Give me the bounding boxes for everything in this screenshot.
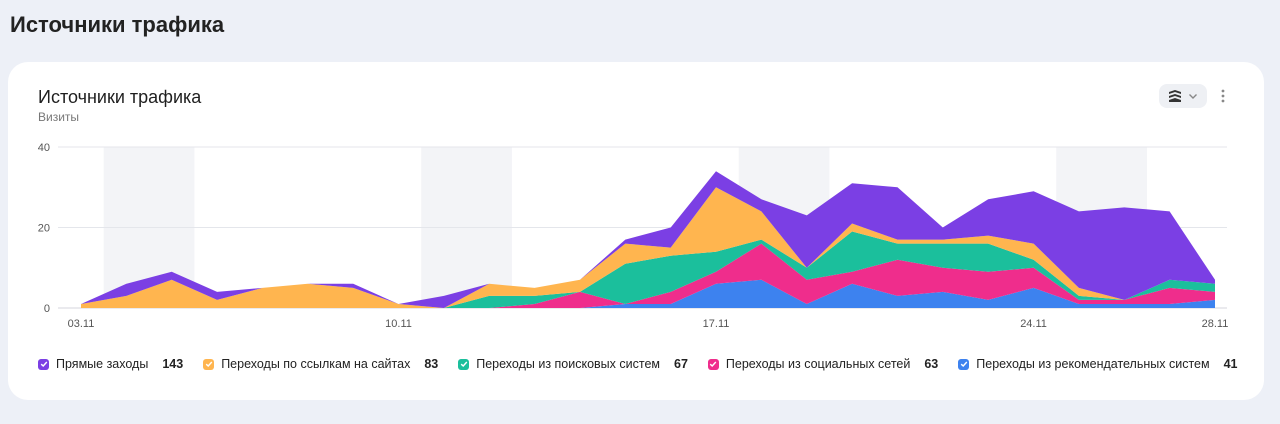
legend-label: Прямые заходы	[56, 357, 149, 371]
x-tick-label: 24.11	[1020, 318, 1047, 330]
traffic-sources-widget: Источники трафика Визиты 0 20 40 03.11 10.11…	[8, 62, 1264, 400]
x-tick-label: 17.11	[703, 318, 730, 330]
chart-type-dropdown[interactable]	[1159, 84, 1207, 108]
legend-item[interactable]: Переходы по ссылкам на сайтах 83	[203, 357, 438, 371]
legend-label: Переходы из поисковых систем	[476, 357, 660, 371]
legend-total: 63	[924, 357, 939, 371]
widget-subtitle: Визиты	[38, 110, 80, 124]
stacked-area-chart: 0 20 40 03.11 10.11 17.11 24.11 28.11	[38, 142, 1229, 330]
legend-checkbox[interactable]	[707, 358, 719, 370]
chart-legend: Прямые заходы 143 Переходы по ссылкам на с…	[38, 354, 1258, 374]
page-title: Источники трафика	[10, 12, 225, 37]
legend-label: Переходы из рекомендательных систем	[976, 357, 1210, 371]
more-options-button[interactable]	[1214, 84, 1232, 108]
series-area	[81, 279, 1215, 308]
y-tick-label: 20	[38, 223, 50, 235]
legend-checkbox[interactable]	[38, 358, 49, 370]
legend-checkbox[interactable]	[458, 358, 470, 370]
legend-checkbox[interactable]	[958, 358, 970, 370]
check-icon	[40, 361, 47, 367]
widget-title: Источники трафика	[38, 87, 202, 107]
legend-item[interactable]: Переходы из поисковых систем 67	[458, 357, 688, 371]
check-icon	[460, 361, 468, 367]
legend-checkbox[interactable]	[203, 358, 215, 370]
y-tick-label: 40	[38, 142, 50, 154]
check-icon	[205, 361, 213, 367]
series-area	[81, 171, 1215, 308]
legend-total: 143	[162, 357, 184, 371]
legend-label: Переходы из социальных сетей	[725, 357, 911, 371]
legend-total: 41	[1223, 357, 1238, 371]
stacked-area-icon	[1169, 90, 1181, 102]
chevron-down-icon	[1189, 94, 1197, 99]
legend-item[interactable]: Переходы из рекомендательных систем 41	[958, 357, 1238, 371]
y-tick-label: 0	[44, 303, 50, 315]
x-tick-label: 28.11	[1202, 318, 1229, 330]
legend-total: 67	[674, 357, 688, 371]
series-area	[81, 243, 1215, 308]
more-vertical-icon	[1221, 89, 1225, 103]
x-tick-label: 03.11	[68, 318, 95, 330]
legend-item[interactable]: Переходы из социальных сетей 63	[707, 357, 939, 371]
check-icon	[960, 361, 968, 367]
series-area	[81, 187, 1215, 308]
series-area	[81, 231, 1215, 308]
check-icon	[710, 361, 717, 367]
legend-label: Переходы по ссылкам на сайтах	[221, 357, 411, 371]
legend-total: 83	[424, 357, 439, 371]
legend-item[interactable]: Прямые заходы 143	[38, 357, 183, 371]
x-tick-label: 10.11	[385, 318, 412, 330]
